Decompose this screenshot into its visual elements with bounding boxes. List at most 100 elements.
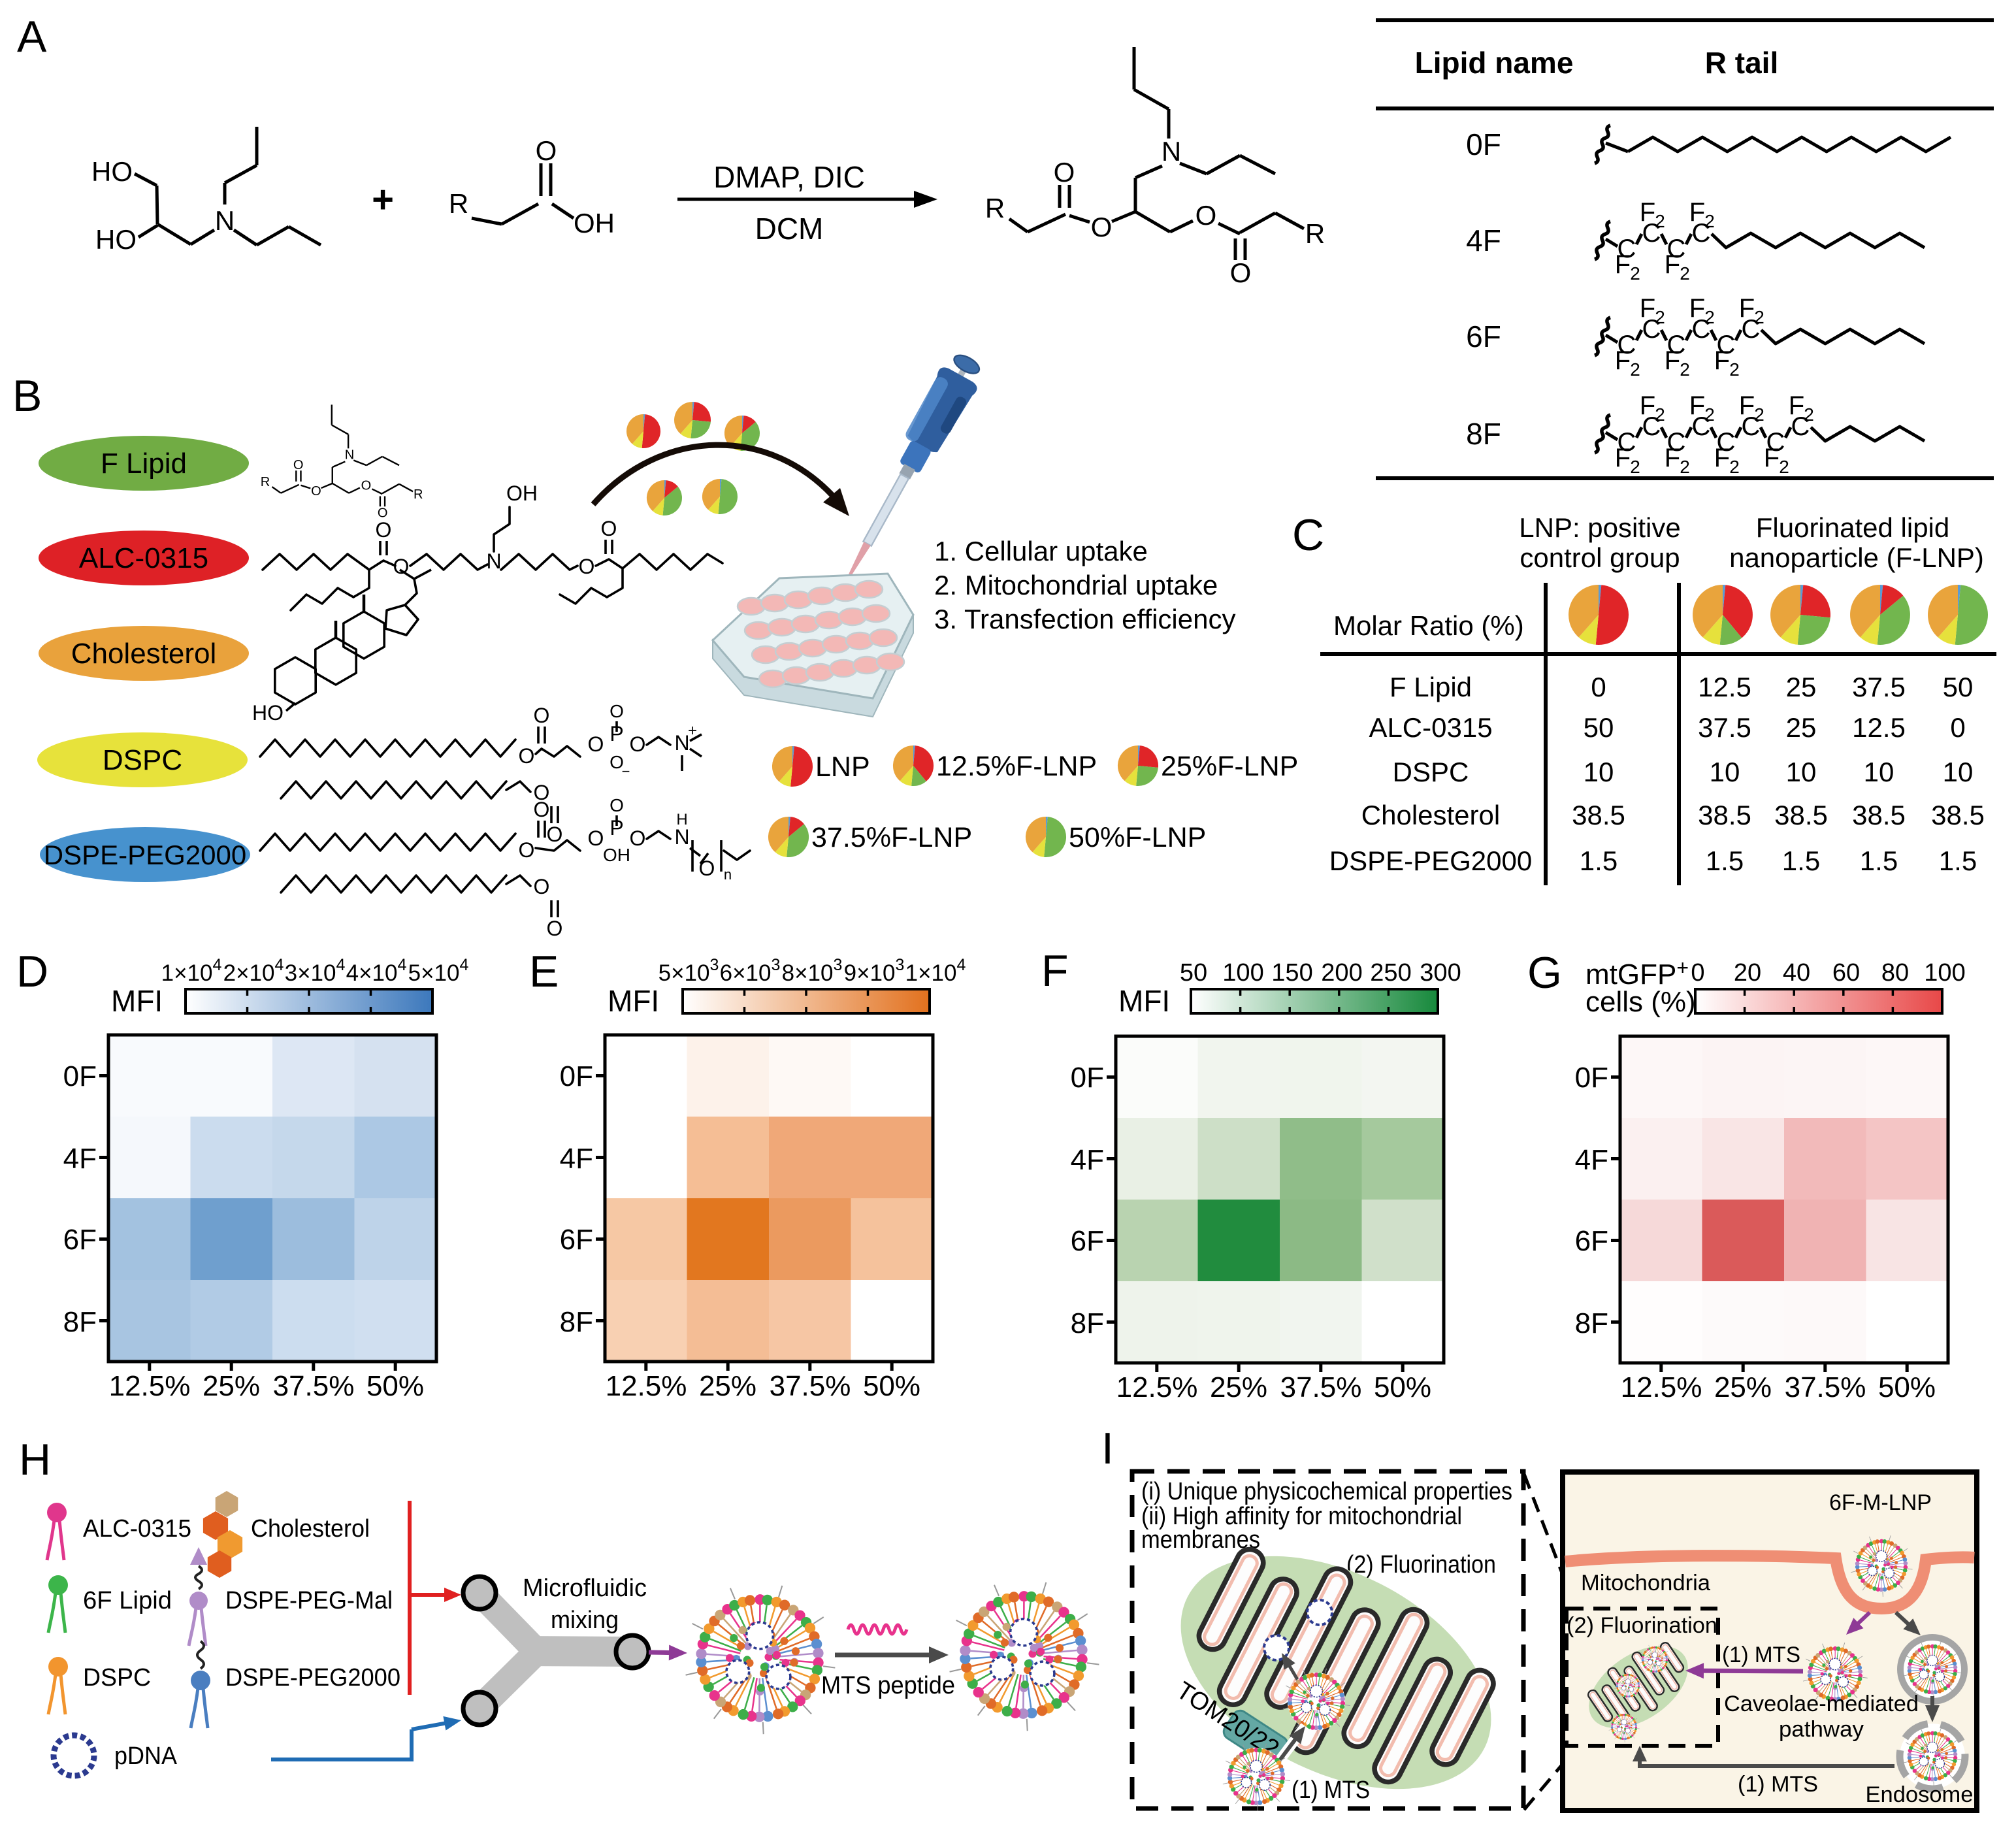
svg-text:F: F <box>1640 294 1655 323</box>
svg-text:0: 0 <box>1950 712 1965 743</box>
svg-text:12.5%: 12.5% <box>606 1370 687 1402</box>
svg-text:8F: 8F <box>1071 1307 1104 1339</box>
svg-text:1.5: 1.5 <box>1706 845 1744 876</box>
svg-text:37.5%: 37.5% <box>1280 1371 1362 1403</box>
svg-text:4×104: 4×104 <box>346 956 407 986</box>
svg-text:C: C <box>1717 428 1736 457</box>
svg-text:O: O <box>1230 257 1252 288</box>
svg-text:O: O <box>588 826 604 850</box>
svg-text:control group: control group <box>1520 542 1680 573</box>
svg-text:ALC-0315: ALC-0315 <box>79 542 208 574</box>
svg-text:2: 2 <box>1729 457 1740 477</box>
svg-text:6F-M-LNP: 6F-M-LNP <box>1829 1490 1932 1515</box>
svg-text:O: O <box>699 857 715 880</box>
svg-text:D: D <box>16 947 48 996</box>
svg-text:2: 2 <box>1704 211 1715 231</box>
svg-text:2: 2 <box>1779 457 1789 477</box>
svg-text:4F: 4F <box>63 1143 97 1175</box>
svg-text:F: F <box>1640 391 1655 420</box>
svg-text:F: F <box>1689 391 1705 420</box>
svg-text:N: N <box>674 731 689 755</box>
svg-text:mtGFP+: mtGFP+ <box>1585 956 1689 990</box>
svg-text:2. Mitochondrial uptake: 2. Mitochondrial uptake <box>934 570 1218 600</box>
svg-text:F: F <box>1615 444 1631 472</box>
svg-text:0F: 0F <box>1466 127 1501 161</box>
svg-text:37.5%: 37.5% <box>1785 1371 1866 1403</box>
svg-text:10: 10 <box>1786 757 1817 787</box>
svg-text:37.5: 37.5 <box>1852 672 1906 702</box>
svg-text:HO: HO <box>252 701 284 725</box>
svg-text:50%: 50% <box>1374 1371 1431 1403</box>
svg-text:DSPE-PEG-Mal: DSPE-PEG-Mal <box>225 1587 393 1614</box>
svg-text:O: O <box>547 917 563 940</box>
svg-text:25%: 25% <box>1210 1371 1267 1403</box>
svg-text:N: N <box>215 205 235 236</box>
svg-text:O: O <box>1091 212 1113 242</box>
svg-text:O: O <box>534 798 550 821</box>
svg-text:Lipid name: Lipid name <box>1415 46 1574 80</box>
svg-text:40: 40 <box>1783 959 1810 987</box>
svg-text:2: 2 <box>1729 359 1740 380</box>
svg-text:F: F <box>1739 294 1755 323</box>
svg-text:membranes: membranes <box>1141 1526 1260 1554</box>
svg-text:−: − <box>622 763 630 779</box>
svg-text:DSPE-PEG2000: DSPE-PEG2000 <box>225 1664 400 1692</box>
svg-text:80: 80 <box>1881 959 1909 987</box>
svg-text:37.5%: 37.5% <box>770 1370 851 1402</box>
svg-text:(1) MTS: (1) MTS <box>1292 1776 1370 1804</box>
svg-text:C: C <box>1667 331 1686 359</box>
svg-text:8F: 8F <box>560 1306 593 1338</box>
svg-text:C: C <box>1292 510 1324 560</box>
svg-text:(i) Unique physicochemical pro: (i) Unique physicochemical properties <box>1141 1478 1512 1505</box>
svg-text:2: 2 <box>1630 263 1640 284</box>
svg-text:I: I <box>1101 1424 1114 1473</box>
svg-text:0F: 0F <box>1071 1062 1104 1094</box>
svg-text:F: F <box>1739 391 1755 420</box>
svg-text:C: C <box>1618 235 1636 263</box>
svg-text:OH: OH <box>506 482 538 505</box>
svg-text:2: 2 <box>1680 457 1690 477</box>
svg-text:25%: 25% <box>203 1370 260 1402</box>
svg-text:O: O <box>588 732 604 756</box>
svg-text:150: 150 <box>1271 959 1312 987</box>
svg-text:2: 2 <box>1655 211 1665 231</box>
svg-text:6F: 6F <box>1466 319 1501 353</box>
svg-text:Cholesterol: Cholesterol <box>1361 800 1500 830</box>
svg-text:200: 200 <box>1321 959 1362 987</box>
svg-text:6F: 6F <box>560 1224 593 1256</box>
svg-text:+: + <box>372 178 394 221</box>
svg-text:38.5: 38.5 <box>1931 800 1985 830</box>
svg-text:E: E <box>529 947 559 996</box>
svg-text:25: 25 <box>1786 712 1817 743</box>
svg-text:38.5: 38.5 <box>1774 800 1828 830</box>
svg-text:0F: 0F <box>1575 1062 1608 1094</box>
svg-text:C: C <box>1667 235 1686 263</box>
svg-text:n: n <box>724 866 732 883</box>
svg-text:HO: HO <box>91 156 133 187</box>
svg-text:1.5: 1.5 <box>1939 845 1977 876</box>
svg-text:8F: 8F <box>1466 417 1501 451</box>
svg-text:N: N <box>674 825 689 849</box>
svg-text:Molar Ratio (%): Molar Ratio (%) <box>1333 610 1524 641</box>
svg-text:cells (%): cells (%) <box>1585 986 1696 1018</box>
svg-text:O: O <box>534 875 550 898</box>
svg-text:Caveolae-mediated: Caveolae-mediated <box>1724 1692 1919 1716</box>
svg-text:50: 50 <box>1943 672 1974 702</box>
svg-text:Endosome: Endosome <box>1866 1782 1974 1807</box>
svg-text:1. Cellular uptake: 1. Cellular uptake <box>934 536 1148 566</box>
svg-text:250: 250 <box>1370 959 1411 987</box>
svg-text:LNP: positive: LNP: positive <box>1519 512 1680 543</box>
svg-text:2: 2 <box>1655 307 1665 327</box>
svg-text:N: N <box>1162 136 1181 167</box>
svg-text:Microfluidic: Microfluidic <box>523 1575 647 1602</box>
svg-text:3×104: 3×104 <box>285 956 346 986</box>
svg-text:C: C <box>1766 428 1785 457</box>
svg-text:6F: 6F <box>63 1224 97 1256</box>
svg-text:O: O <box>1195 200 1217 231</box>
svg-text:12.5%F-LNP: 12.5%F-LNP <box>936 751 1097 782</box>
svg-text:F: F <box>1789 391 1804 420</box>
svg-text:4F: 4F <box>1071 1144 1104 1176</box>
svg-text:LNP: LNP <box>815 751 870 783</box>
svg-text:6×103: 6×103 <box>720 956 781 986</box>
svg-text:2: 2 <box>1804 404 1814 425</box>
